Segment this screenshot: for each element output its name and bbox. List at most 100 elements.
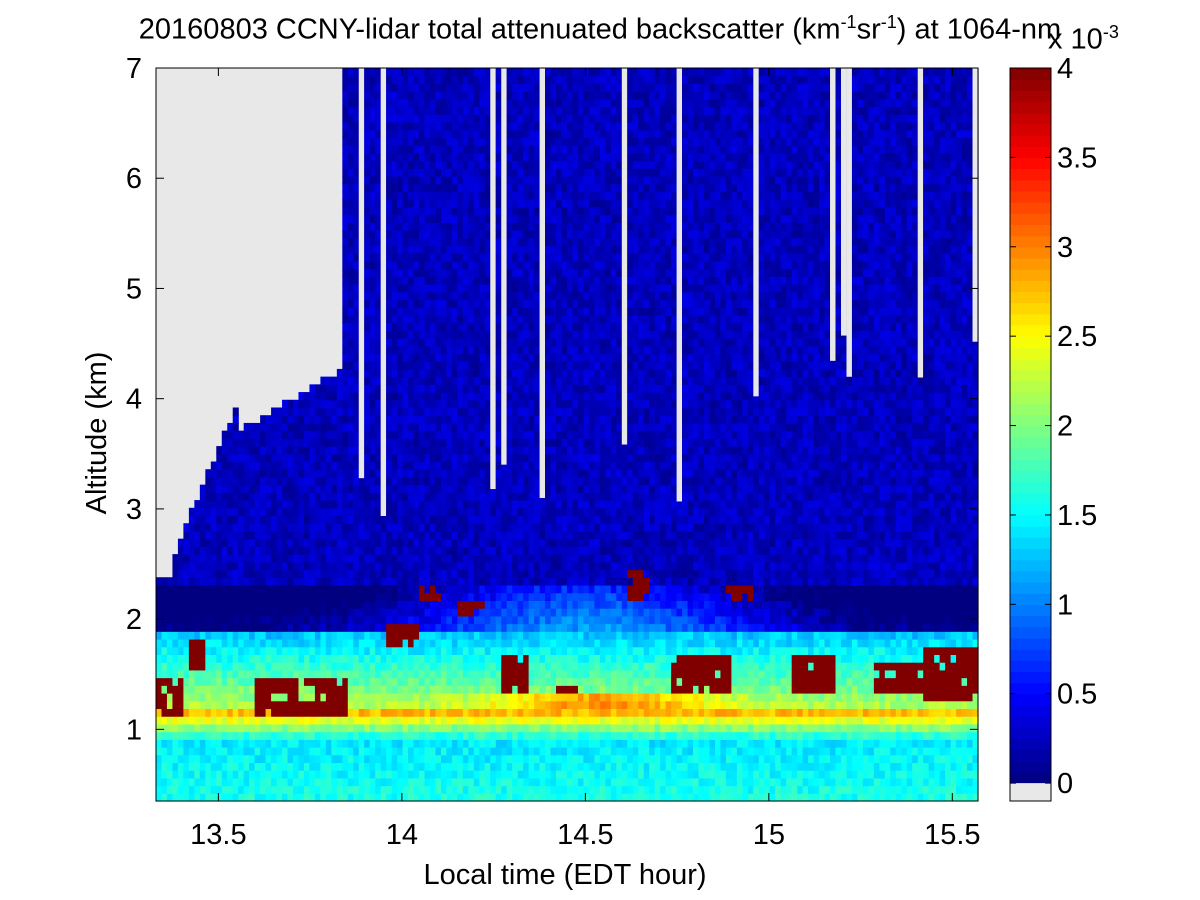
heatmap-cell	[413, 469, 420, 478]
heatmap-cell	[462, 114, 469, 123]
heatmap-cell	[430, 291, 437, 301]
heatmap-cell	[451, 623, 458, 632]
heatmap-cell	[303, 623, 311, 632]
heatmap-cell	[369, 700, 376, 710]
heatmap-cell	[517, 700, 524, 710]
heatmap-cell	[238, 453, 245, 463]
heatmap-cell	[238, 469, 245, 478]
heatmap-cell	[408, 662, 415, 671]
heatmap-cell	[309, 723, 316, 733]
heatmap-cell	[342, 422, 349, 432]
heatmap-cell	[320, 438, 327, 447]
heatmap-cell	[402, 638, 409, 648]
heatmap-cell	[457, 368, 464, 378]
heatmap-cell	[479, 83, 486, 92]
heatmap-cell	[462, 461, 469, 470]
heatmap-cell	[413, 793, 420, 802]
heatmap-cell	[298, 685, 305, 694]
heatmap-cell	[271, 600, 278, 609]
heatmap-cell	[517, 654, 524, 663]
heatmap-cell	[386, 430, 393, 439]
heatmap-cell	[386, 68, 393, 77]
heatmap-cell	[501, 461, 508, 470]
heatmap-cell	[320, 407, 327, 416]
heatmap-cell	[238, 515, 245, 524]
heatmap-cell	[221, 430, 228, 439]
heatmap-cell	[353, 83, 360, 92]
heatmap-cell	[473, 75, 480, 85]
heatmap-cell	[342, 183, 349, 193]
heatmap-cell	[468, 222, 475, 231]
heatmap-cell	[435, 669, 442, 679]
heatmap-cell	[440, 577, 448, 586]
heatmap-cell	[495, 793, 502, 802]
heatmap-cell	[216, 692, 223, 702]
heatmap-cell	[479, 230, 486, 239]
heatmap-cell	[430, 137, 437, 146]
heatmap-cell	[386, 284, 393, 293]
heatmap-cell	[205, 507, 212, 517]
heatmap-cell	[391, 492, 398, 501]
heatmap-cell	[430, 530, 437, 540]
heatmap-cell	[479, 785, 486, 794]
heatmap-cell	[325, 577, 332, 586]
heatmap-cell	[440, 615, 448, 625]
heatmap-cell	[484, 615, 491, 625]
heatmap-cell	[353, 183, 360, 193]
heatmap-cell	[468, 500, 475, 509]
heatmap-cell	[397, 662, 404, 671]
heatmap-cell	[210, 623, 217, 632]
heatmap-cell	[479, 754, 486, 764]
heatmap-cell	[534, 685, 541, 694]
heatmap-cell	[380, 608, 387, 617]
heatmap-cell	[314, 561, 321, 571]
heatmap-cell	[451, 592, 458, 601]
heatmap-cell	[358, 592, 365, 601]
heatmap-cell	[336, 646, 343, 655]
heatmap-cell	[457, 662, 464, 671]
heatmap-cell	[528, 754, 535, 764]
heatmap-cell	[227, 561, 234, 571]
heatmap-cell	[336, 638, 343, 648]
heatmap-cell	[271, 407, 278, 416]
heatmap-cell	[479, 584, 486, 594]
heatmap-cell	[484, 152, 491, 162]
heatmap-cell	[276, 453, 283, 463]
heatmap-cell	[430, 785, 437, 794]
heatmap-cell	[473, 399, 480, 409]
heatmap-cell	[232, 777, 239, 787]
heatmap-cell	[353, 438, 360, 447]
heatmap-cell	[358, 654, 365, 663]
heatmap-cell	[309, 438, 316, 447]
heatmap-cell	[375, 492, 382, 501]
heatmap-cell	[177, 669, 184, 679]
heatmap-cell	[402, 430, 409, 439]
heatmap-cell	[506, 446, 513, 455]
heatmap-cell	[331, 392, 338, 401]
heatmap-cell	[512, 461, 519, 470]
heatmap-cell	[495, 191, 502, 200]
heatmap-cell	[462, 669, 469, 679]
heatmap-cell	[342, 608, 349, 617]
heatmap-cell	[375, 739, 382, 748]
heatmap-cell	[375, 430, 382, 439]
heatmap-cell	[430, 500, 437, 509]
heatmap-cell	[512, 631, 519, 640]
heatmap-cell	[430, 731, 437, 740]
heatmap-cell	[397, 600, 404, 609]
heatmap-cell	[320, 538, 327, 547]
heatmap-cell	[183, 777, 190, 787]
heatmap-cell	[528, 623, 535, 632]
heatmap-cell	[495, 515, 502, 524]
heatmap-cell	[347, 638, 354, 648]
heatmap-cell	[276, 685, 283, 694]
heatmap-cell	[446, 361, 453, 370]
heatmap-cell	[194, 507, 201, 517]
heatmap-cell	[473, 708, 480, 717]
heatmap-cell	[216, 546, 223, 555]
heatmap-cell	[479, 746, 486, 756]
heatmap-cell	[188, 577, 195, 586]
heatmap-cell	[462, 554, 469, 563]
heatmap-cell	[369, 407, 376, 416]
heatmap-cell	[298, 569, 305, 578]
